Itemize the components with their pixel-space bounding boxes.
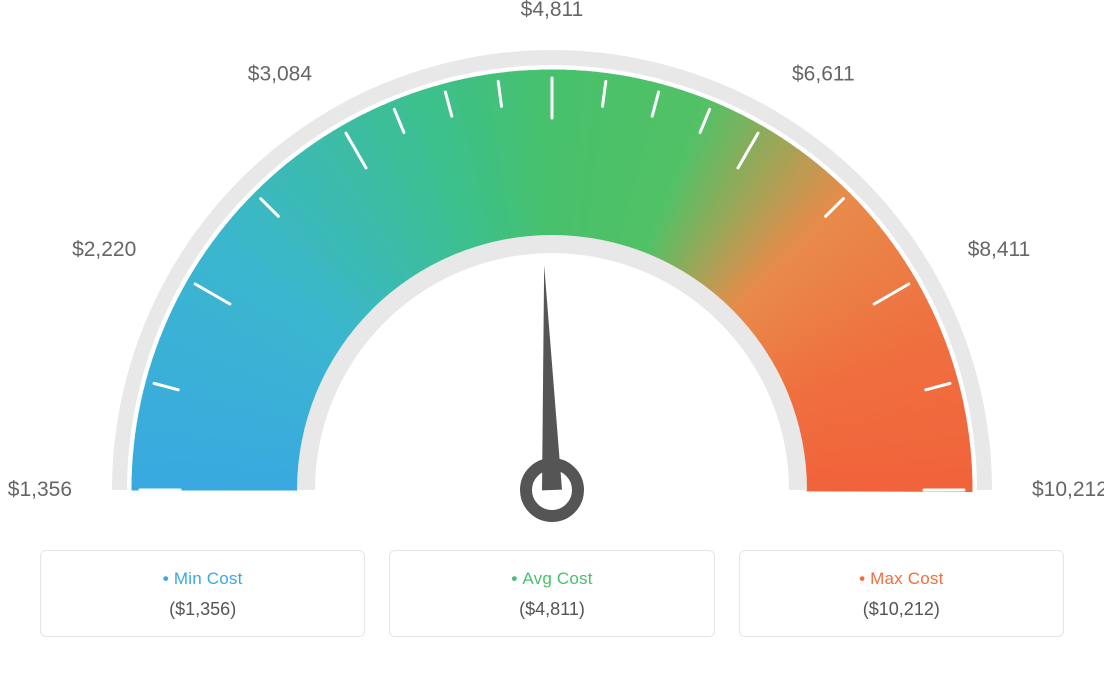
gauge-tick-label: $6,611 [792, 62, 855, 85]
gauge-needle [542, 265, 562, 490]
min-cost-card: Min Cost ($1,356) [40, 550, 365, 637]
min-cost-value: ($1,356) [51, 599, 354, 620]
min-cost-title: Min Cost [51, 569, 354, 589]
avg-cost-title: Avg Cost [400, 569, 703, 589]
gauge-tick-label: $3,084 [248, 62, 313, 85]
avg-cost-card: Avg Cost ($4,811) [389, 550, 714, 637]
gauge-tick-label: $8,411 [968, 238, 1031, 261]
avg-cost-value: ($4,811) [400, 599, 703, 620]
gauge-tick-label: $4,811 [521, 0, 584, 21]
gauge-tick-label: $1,356 [8, 478, 72, 501]
max-cost-card: Max Cost ($10,212) [739, 550, 1064, 637]
gauge-tick-label: $10,212 [1032, 478, 1104, 501]
max-cost-title: Max Cost [750, 569, 1053, 589]
max-cost-value: ($10,212) [750, 599, 1053, 620]
summary-cards: Min Cost ($1,356) Avg Cost ($4,811) Max … [0, 550, 1104, 637]
gauge-tick-label: $2,220 [72, 238, 136, 261]
cost-gauge: $1,356 $2,220 $3,084 $4,811 $6,611 $8,411 $10,… [0, 0, 1104, 540]
